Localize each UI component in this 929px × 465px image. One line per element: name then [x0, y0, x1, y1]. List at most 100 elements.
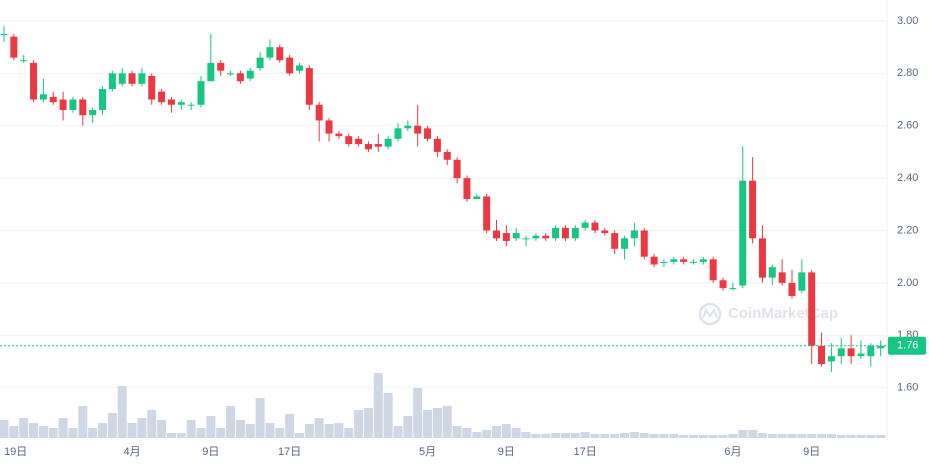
candle-body — [690, 261, 697, 263]
candle-body — [69, 99, 77, 110]
x-tick-label: 9日 — [803, 446, 820, 458]
candle-body — [650, 256, 658, 265]
volume-bar — [226, 406, 236, 438]
candle-body — [512, 233, 520, 239]
candle-body — [246, 70, 254, 79]
volume-bar — [787, 434, 797, 438]
candle-body — [788, 282, 796, 296]
candle-body — [384, 138, 392, 147]
volume-bar — [689, 435, 698, 438]
candle-body — [798, 272, 806, 291]
candle-body — [256, 57, 264, 69]
volume-bar — [245, 424, 255, 438]
watermark-logo — [698, 302, 722, 326]
candle-body — [768, 267, 776, 278]
volume-bar — [531, 434, 541, 438]
volume-bar — [876, 435, 886, 438]
volume-bar — [757, 433, 767, 438]
volume-bar — [0, 420, 9, 438]
candle-body — [778, 272, 786, 283]
volume-bar — [147, 410, 157, 438]
candle-body — [177, 102, 185, 105]
volume-bar — [423, 410, 433, 438]
candle-body — [79, 99, 87, 116]
candle-body — [89, 110, 97, 116]
volume-bar — [560, 433, 570, 438]
candle-body — [758, 238, 766, 278]
candle-body — [374, 144, 382, 147]
candle-body — [276, 47, 284, 61]
watermark-text: CoinMarketCap — [728, 305, 838, 322]
volume-bar — [403, 416, 413, 438]
candle-body — [443, 151, 451, 160]
volume-bar — [462, 428, 472, 438]
volume-bar — [107, 413, 117, 438]
volume-bar — [580, 432, 590, 438]
candle-body — [59, 99, 67, 110]
candle-body — [335, 133, 343, 137]
volume-bar — [836, 435, 846, 438]
y-tick-label: 3.00 — [897, 15, 918, 27]
volume-bar — [58, 418, 68, 438]
volume-bar — [196, 428, 206, 438]
candle-body — [857, 353, 865, 357]
volume-bar — [235, 420, 245, 438]
y-tick-label: 1.60 — [897, 382, 918, 394]
y-tick-label: 2.60 — [897, 120, 918, 132]
volume-bar — [639, 433, 649, 438]
volume-bar — [482, 430, 492, 438]
candle-body — [345, 136, 353, 145]
volume-bar — [570, 433, 580, 438]
volume-bar — [501, 424, 511, 438]
candle-body — [148, 75, 156, 100]
candle-body — [453, 159, 461, 179]
volume-bar — [738, 430, 748, 438]
x-tick-label: 17日 — [574, 446, 597, 458]
candle-body — [581, 222, 589, 228]
candle-body — [630, 230, 638, 239]
volume-bar — [285, 414, 295, 438]
volume-bar — [590, 434, 600, 438]
volume-bar — [797, 434, 807, 438]
candle-body — [236, 73, 244, 82]
volume-bar — [521, 432, 531, 438]
candle-body — [227, 73, 235, 75]
candle-body — [167, 99, 175, 105]
volume-bar — [68, 428, 78, 438]
volume-bar — [363, 408, 373, 438]
candle-body — [699, 259, 707, 262]
candle-body — [749, 180, 757, 239]
volume-bar — [324, 424, 334, 438]
volume-bar — [452, 426, 462, 438]
volume-bar — [265, 423, 275, 438]
candle-body — [138, 73, 146, 84]
volume-bar — [629, 432, 639, 438]
candle-body — [837, 348, 845, 357]
candle-body — [680, 259, 688, 262]
candle-body — [128, 73, 136, 84]
candle-body — [364, 144, 372, 150]
candle-body — [827, 356, 835, 362]
candle-body — [847, 348, 855, 357]
volume-bar — [846, 435, 856, 438]
candle-body — [660, 261, 668, 263]
x-tick-label: 9日 — [498, 446, 515, 458]
volume-bar — [728, 434, 738, 438]
y-tick-label: 2.80 — [897, 67, 918, 79]
candle-body — [640, 230, 648, 257]
volume-bar — [600, 434, 610, 438]
volume-bar — [767, 434, 777, 438]
candle-body — [532, 235, 540, 239]
candle-body — [739, 180, 747, 286]
x-tick-label: 9日 — [202, 446, 219, 458]
current-price-label: 1.76 — [897, 340, 918, 352]
volume-bar — [826, 434, 836, 438]
volume-bar — [610, 434, 620, 438]
volume-bar — [206, 416, 216, 438]
candle-body — [0, 34, 8, 36]
candle-body — [493, 230, 500, 239]
volume-bar — [295, 433, 304, 438]
volume-bar — [373, 373, 383, 438]
candle-body — [483, 196, 491, 231]
